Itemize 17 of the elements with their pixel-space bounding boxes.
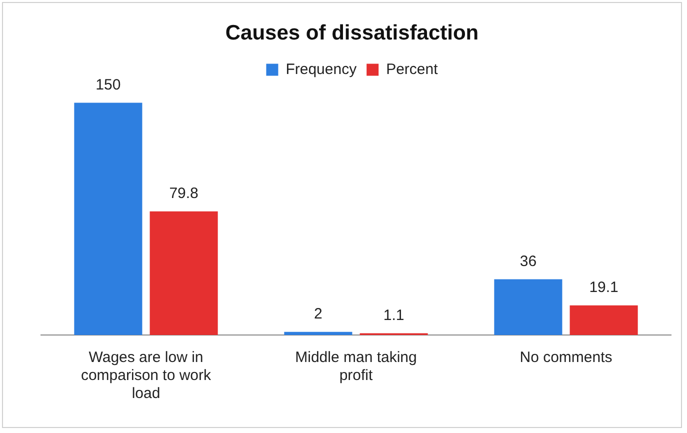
bar: [74, 102, 142, 335]
bar: [570, 305, 638, 335]
data-label: 2: [314, 306, 322, 323]
data-label: 19.1: [589, 279, 618, 296]
data-label: 36: [520, 252, 537, 270]
legend-label: Frequency: [286, 60, 358, 78]
x-tick-label: Wages are low in comparison to work load: [80, 349, 212, 402]
chart-title: Causes of dissatisfaction: [225, 21, 479, 44]
bar: [494, 279, 562, 335]
legend-label: Percent: [386, 60, 439, 78]
bar: [284, 332, 352, 335]
data-label: 79.8: [169, 185, 198, 202]
x-tick-label: No comments: [520, 349, 612, 366]
bar: [150, 211, 218, 335]
data-label: 150: [96, 76, 121, 94]
data-label: 1.1: [383, 306, 404, 324]
x-tick-label: Middle man taking profit: [295, 349, 417, 384]
